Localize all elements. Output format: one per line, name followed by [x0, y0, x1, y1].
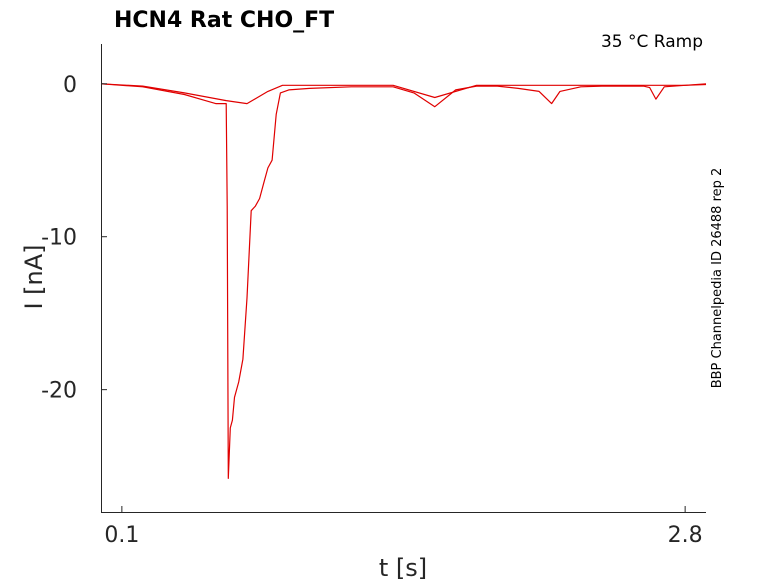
y-tick-label: -10	[41, 226, 77, 251]
trace-1	[100, 83, 707, 105]
y-axis-label: I [nA]	[20, 244, 48, 309]
x-axis-label: t [s]	[379, 554, 427, 582]
y-tick-label: 0	[63, 73, 77, 98]
traces	[100, 83, 707, 479]
trace-2	[100, 83, 707, 479]
chart-title: HCN4 Rat CHO_FT	[114, 8, 334, 33]
y-ticks: 0 -10 -20	[41, 73, 107, 404]
condition-label: 35 °C Ramp	[601, 32, 703, 52]
side-note: BBP Channelpedia ID 26488 rep 2	[710, 168, 725, 389]
x-ticks: 0.1 2.8	[104, 506, 703, 548]
x-tick-label: 0.1	[104, 523, 139, 548]
y-tick-label: -20	[41, 379, 77, 404]
x-tick-label: 2.8	[668, 523, 703, 548]
